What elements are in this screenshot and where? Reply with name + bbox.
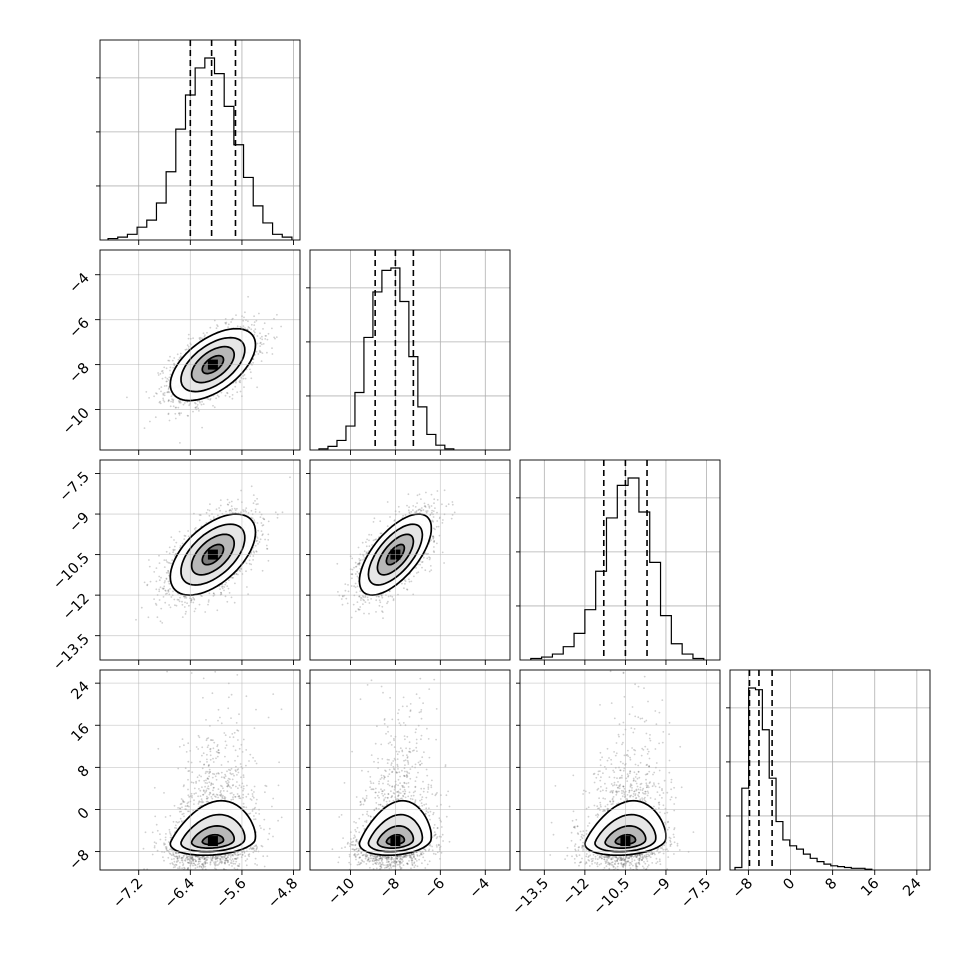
scatter-1-0 [126,295,282,444]
panel-frame [309,669,511,871]
histogram-3 [734,687,873,870]
y-tick-label: −10.5 [50,550,93,593]
contour-1 [594,813,657,853]
x-tick-label: 0 [781,876,799,894]
panel-1-1 [306,249,511,455]
y-tick-label: −12 [60,591,93,624]
scatter-3-0 [142,670,283,870]
contour-1 [367,523,424,586]
y-tick-label: −6 [66,315,92,341]
x-tick-label: 8 [823,876,841,894]
x-tick-label: −9 [647,876,673,902]
panel-2-1 [306,459,511,665]
x-tick-label: 16 [858,876,882,900]
x-tick-label: −5.6 [214,876,250,912]
contour-1 [180,336,246,393]
panel-3-0: −7.2 −6.4 −5.6 −4.8 −8 0 8 16 24 [66,669,301,912]
y-tick-label: −7.5 [57,469,93,505]
y-tick-label: −9 [66,510,92,536]
y-tick-label: −8 [66,360,92,386]
histogram-0 [107,57,293,240]
x-tick-label: −4 [467,876,493,902]
x-tick-label: −12 [560,876,593,909]
panel-2-2 [516,459,721,665]
y-tick-label: −8 [66,847,92,873]
x-tick-label: −7.5 [678,876,714,912]
histogram-2 [530,477,705,660]
y-tick-label: 16 [68,721,92,745]
contour-2 [376,825,415,849]
panel-3-2: −13.5 −12−10.5 −9 −7.5 [509,669,721,919]
contour-2 [190,533,236,576]
panel-frame [309,249,511,451]
panel-frame [519,669,721,871]
panel-bg [310,250,510,450]
contour-3 [201,833,225,846]
panel-0-0 [96,39,301,245]
panel-bg [520,460,720,660]
panel-bg [100,40,300,240]
x-tick-label: −7.2 [110,876,146,912]
x-tick-label: −10.5 [590,876,633,919]
x-tick-label: −4.8 [265,876,301,912]
y-tick-label: 0 [75,805,93,823]
panel-frame [99,669,301,871]
histogram-1 [318,267,455,450]
contour-0 [358,513,433,596]
y-tick-label: 8 [75,763,93,781]
contour-3 [614,833,637,846]
contour-1 [180,813,246,853]
x-tick-label: −13.5 [509,876,552,919]
panel-frame [99,459,301,661]
panel-2-0: −13.5 −12−10.5 −9 −7.5 [50,459,301,674]
x-tick-label: −8 [730,876,756,902]
contour-1 [367,813,424,853]
x-tick-label: −8 [377,876,403,902]
contour-1 [180,523,246,586]
x-tick-label: −6 [422,876,448,902]
panel-frame [99,249,301,451]
contour-0 [169,327,257,402]
contour-2 [190,825,236,849]
contour-2 [376,533,415,576]
panel-frame [519,459,721,661]
panel-frame [729,669,931,871]
panel-bg [730,670,930,870]
y-tick-label: −10 [60,405,93,438]
y-tick-label: 24 [68,679,92,703]
panel-frame [309,459,511,661]
panel-frame [99,39,301,241]
y-tick-label: −4 [66,270,92,296]
contour-3 [201,543,225,566]
density-peak [207,836,218,847]
panel-1-0: −10 −8 −6 −4 [60,249,301,455]
panel-3-1: −10 −8 −6 −4 [306,669,511,909]
contour-2 [190,345,236,384]
x-tick-label: −10 [325,876,358,909]
x-tick-label: −6.4 [162,876,198,912]
y-tick-label: −13.5 [50,631,93,674]
x-tick-label: 24 [900,876,924,900]
panel-3-3: −8 0 8 16 24 [726,669,931,902]
contour-3 [201,354,225,375]
contour-2 [604,825,647,849]
